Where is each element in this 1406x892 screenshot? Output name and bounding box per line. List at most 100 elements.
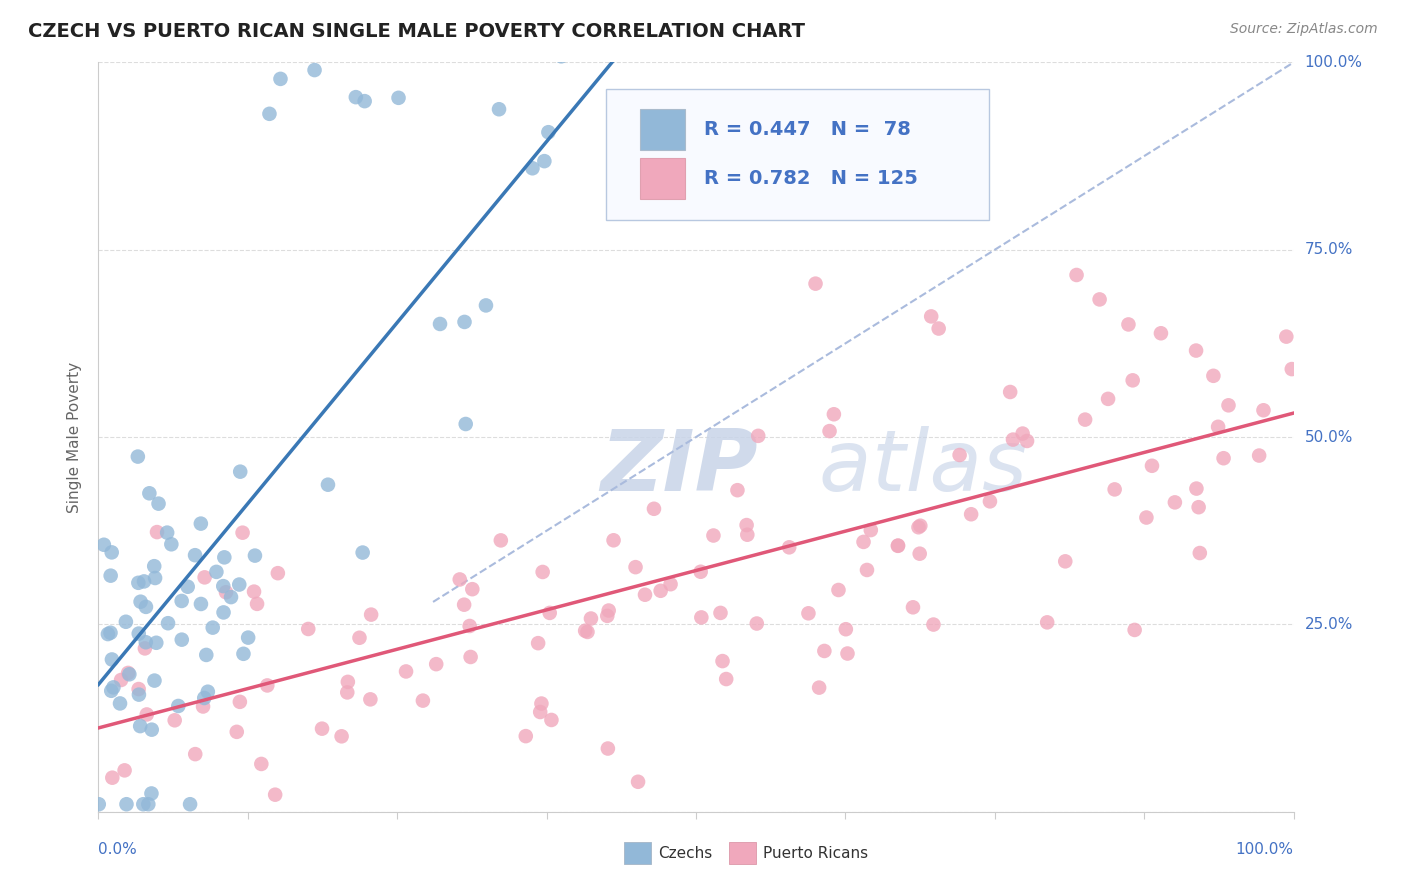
Point — [461, 582, 484, 597]
Point — [250, 756, 273, 771]
Point — [141, 723, 163, 737]
Point — [232, 647, 254, 661]
Point — [598, 603, 620, 617]
Point — [689, 565, 711, 579]
Point — [179, 797, 201, 812]
Point — [960, 508, 983, 522]
Point — [156, 525, 179, 540]
Point — [998, 384, 1021, 399]
Point — [579, 611, 602, 625]
Point — [190, 516, 212, 531]
Point — [259, 107, 281, 121]
Point — [201, 621, 224, 635]
Point — [101, 652, 124, 666]
Point — [515, 729, 537, 743]
Point — [93, 538, 115, 552]
Point — [1097, 392, 1119, 406]
Point — [522, 161, 544, 176]
Point — [887, 539, 910, 553]
Text: 100.0%: 100.0% — [1236, 842, 1294, 857]
Point — [576, 624, 599, 639]
Text: 0.0%: 0.0% — [98, 842, 138, 857]
Point — [813, 644, 835, 658]
Point — [143, 673, 166, 688]
Point — [1118, 318, 1140, 332]
Point — [177, 580, 200, 594]
Point — [108, 697, 131, 711]
Point — [100, 625, 122, 640]
Point — [1249, 449, 1271, 463]
Point — [170, 632, 193, 647]
Point — [823, 407, 845, 421]
Point — [453, 315, 475, 329]
Point — [336, 685, 359, 699]
Point — [115, 615, 138, 629]
Point — [132, 797, 155, 812]
Text: CZECH VS PUERTO RICAN SINGLE MALE POVERTY CORRELATION CHART: CZECH VS PUERTO RICAN SINGLE MALE POVERT… — [28, 22, 806, 41]
Point — [1218, 398, 1240, 412]
Text: 75.0%: 75.0% — [1305, 243, 1353, 257]
Point — [212, 606, 235, 620]
Point — [184, 548, 207, 562]
Point — [818, 424, 841, 438]
Point — [360, 607, 382, 622]
Point — [488, 102, 510, 116]
Point — [197, 684, 219, 698]
Point — [97, 627, 120, 641]
Point — [212, 579, 235, 593]
Point — [132, 574, 155, 589]
Point — [269, 71, 291, 86]
Point — [533, 154, 555, 169]
Point — [1185, 343, 1208, 358]
Point — [135, 707, 157, 722]
Point — [1123, 623, 1146, 637]
Point — [659, 577, 682, 591]
Point — [737, 527, 759, 541]
Point — [596, 608, 619, 623]
Point — [690, 610, 713, 624]
Y-axis label: Single Male Poverty: Single Male Poverty — [67, 361, 83, 513]
Point — [1253, 403, 1275, 417]
Text: atlas: atlas — [600, 425, 1028, 508]
Point — [1188, 500, 1211, 515]
Point — [735, 518, 758, 533]
Point — [979, 494, 1001, 508]
Point — [1150, 326, 1173, 341]
Point — [540, 713, 562, 727]
Point — [429, 317, 451, 331]
Point — [650, 583, 672, 598]
Point — [887, 539, 910, 553]
Point — [475, 298, 498, 312]
Point — [127, 575, 149, 590]
Point — [359, 692, 381, 706]
Point — [101, 771, 124, 785]
Point — [205, 565, 228, 579]
Point — [193, 690, 215, 705]
Point — [538, 606, 561, 620]
Point — [387, 91, 409, 105]
Point — [908, 547, 931, 561]
Point — [1212, 451, 1234, 466]
Text: 50.0%: 50.0% — [1305, 430, 1353, 444]
Point — [214, 550, 236, 565]
Point — [236, 631, 259, 645]
Point — [138, 486, 160, 500]
Point — [1135, 510, 1157, 524]
Point — [859, 523, 882, 537]
Point — [837, 647, 859, 661]
Point — [110, 673, 132, 687]
Point — [724, 18, 747, 32]
Point — [1275, 329, 1298, 343]
Point — [146, 525, 169, 540]
Text: 25.0%: 25.0% — [1305, 617, 1353, 632]
Point — [453, 598, 475, 612]
Point — [827, 582, 849, 597]
Point — [243, 584, 266, 599]
Point — [128, 688, 150, 702]
FancyBboxPatch shape — [640, 158, 685, 199]
Point — [128, 681, 150, 696]
Point — [1088, 293, 1111, 307]
Point — [246, 597, 269, 611]
Point — [219, 590, 242, 604]
Point — [157, 616, 180, 631]
